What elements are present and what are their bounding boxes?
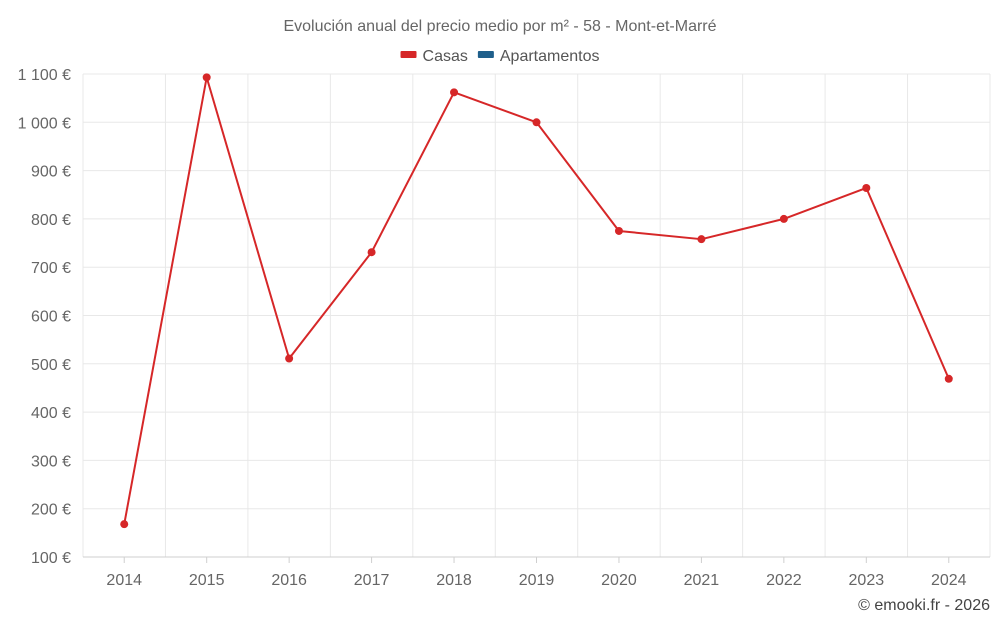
- data-point-2022: [779, 214, 788, 223]
- y-tick-label: 300 €: [31, 453, 71, 470]
- x-tick-label: 2017: [354, 572, 390, 589]
- data-point-2017: [367, 248, 376, 257]
- y-tick-label: 1 100 €: [18, 67, 71, 84]
- x-tick-label: 2018: [436, 572, 472, 589]
- legend-swatch-apartamentos: [477, 51, 494, 58]
- y-tick-label: 500 €: [31, 357, 71, 374]
- x-tick-label: 2021: [684, 572, 720, 589]
- x-tick-label: 2016: [271, 572, 307, 589]
- data-point-2019: [532, 118, 541, 127]
- series-layer: [120, 73, 953, 529]
- y-tick-label: 400 €: [31, 405, 71, 422]
- y-tick-label: 200 €: [31, 502, 71, 519]
- data-point-2024: [944, 374, 953, 383]
- y-tick-label: 700 €: [31, 260, 71, 277]
- y-tick-label: 800 €: [31, 212, 71, 229]
- y-tick-label: 100 €: [31, 550, 71, 567]
- data-point-2016: [285, 354, 294, 363]
- data-point-2014: [120, 520, 129, 529]
- data-point-2015: [202, 73, 211, 82]
- x-tick-label: 2020: [601, 572, 637, 589]
- y-axis-ticks: 100 € 200 € 300 € 400 € 500 € 600 € 700 € 800 €…: [18, 67, 71, 567]
- data-point-2021: [697, 235, 706, 244]
- legend: Casas Apartamentos: [400, 48, 600, 65]
- credit-text: © emooki.fr - 2026: [858, 597, 990, 614]
- data-point-2023: [862, 183, 871, 192]
- y-tick-label: 900 €: [31, 164, 71, 181]
- x-axis-ticks: 2014 2015 2016 2017 2018 2019 2020 2021 2022 2023…: [106, 557, 967, 589]
- gridlines: [82, 73, 991, 558]
- y-tick-label: 600 €: [31, 309, 71, 326]
- y-tick-label: 1 000 €: [18, 115, 71, 132]
- data-point-2018: [450, 88, 459, 97]
- x-tick-label: 2024: [931, 572, 967, 589]
- chart-title: Evolución anual del precio medio por m² …: [283, 18, 716, 35]
- legend-label-apartamentos: Apartamentos: [500, 48, 600, 65]
- legend-label-casas: Casas: [423, 48, 468, 65]
- x-tick-label: 2015: [189, 572, 225, 589]
- data-point-2020: [614, 226, 623, 235]
- x-tick-label: 2022: [766, 572, 802, 589]
- x-tick-label: 2019: [519, 572, 555, 589]
- x-tick-label: 2023: [849, 572, 885, 589]
- legend-swatch-casas: [400, 51, 417, 58]
- x-tick-label: 2014: [106, 572, 142, 589]
